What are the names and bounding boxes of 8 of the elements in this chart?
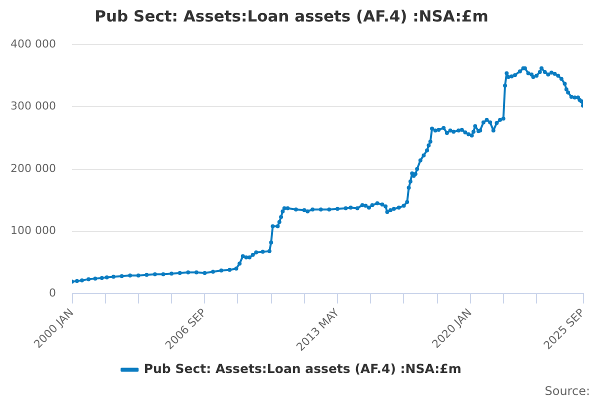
y-tick-label: 300 000 bbox=[10, 100, 56, 113]
y-tick-label: 200 000 bbox=[10, 162, 56, 175]
legend-label: Pub Sect: Assets:Loan assets (AF.4) :NSA:£m bbox=[144, 361, 462, 376]
y-tick-label: 400 000 bbox=[10, 37, 56, 50]
y-tick-label: 100 000 bbox=[10, 224, 56, 238]
chart-title: Pub Sect: Assets:Loan assets (AF.4) :NSA:£m bbox=[94, 7, 488, 26]
source-note: Source: bbox=[544, 384, 590, 398]
y-tick-label: 0 bbox=[49, 286, 56, 300]
